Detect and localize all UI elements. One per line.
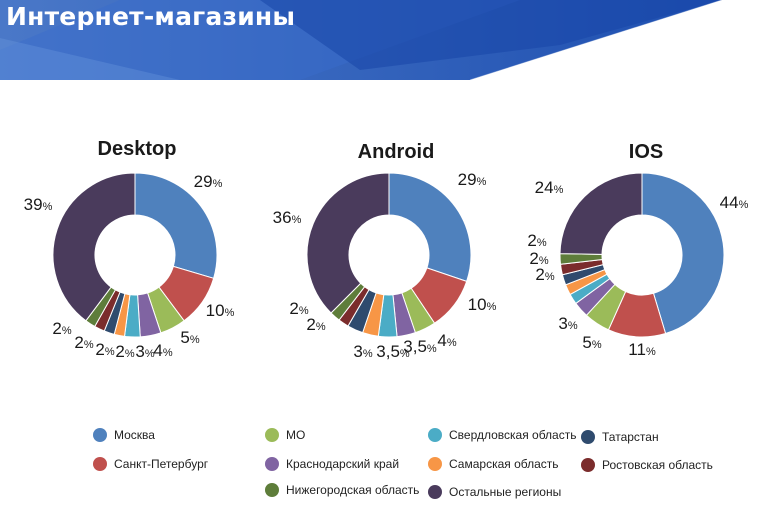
pie-slice: [52, 172, 136, 322]
chart-title-android: Android: [357, 141, 435, 163]
legend-swatch: [265, 483, 279, 497]
slice-data-label: 2%: [527, 231, 546, 250]
legend-label: Самарская область: [449, 457, 559, 471]
legend-label: Нижегородская область: [286, 483, 420, 497]
pie-slice: [306, 172, 390, 314]
slice-data-label: 2%: [306, 315, 325, 334]
slice-data-label: 3,5%: [376, 342, 410, 361]
header-banner: Интернет-магазины: [0, 0, 758, 80]
slice-data-label: 44%: [720, 193, 749, 212]
pie-slice: [134, 172, 218, 279]
legend-item: Татарстан: [581, 430, 659, 444]
legend-swatch: [428, 428, 442, 442]
slice-data-label: 2%: [0, 0, 10, 4]
slice-data-label: 11%: [628, 340, 656, 359]
page-title: Интернет-магазины: [6, 2, 296, 31]
slice-data-label: 4%: [153, 341, 172, 360]
slice-data-label: 2%: [95, 340, 114, 359]
slice-data-label: 2%: [289, 299, 308, 318]
legend-item: Нижегородская область: [265, 483, 419, 497]
slice-data-label: 29%: [458, 170, 487, 189]
donut-charts-svg: 29%10%5%4%3%2%2%2%2%39%29%10%4%3,5%3,5%3…: [0, 0, 749, 361]
pie-slice: [388, 172, 472, 282]
slice-data-label: 2%: [74, 333, 93, 352]
pie-slice: [641, 172, 725, 335]
legend-item: Краснодарский край: [265, 457, 399, 471]
legend-item: Остальные регионы: [428, 485, 561, 499]
legend-item: Санкт-Петербург: [93, 457, 208, 471]
legend-swatch: [265, 428, 279, 442]
slice-data-label: 5%: [180, 328, 199, 347]
slice-data-label: 24%: [535, 178, 564, 197]
legend-label: Ростовская область: [602, 458, 713, 472]
slice-data-label: 3%: [558, 314, 577, 333]
slice-data-label: 2%: [115, 342, 134, 361]
legend-item: Свердловская область: [428, 428, 576, 442]
legend-item: Москва: [93, 428, 155, 442]
legend-swatch: [428, 485, 442, 499]
slice-data-label: 5%: [582, 333, 601, 352]
slice-data-label: 2%: [52, 319, 71, 338]
slice-data-label: 10%: [206, 301, 235, 320]
legend-swatch: [581, 430, 595, 444]
legend-swatch: [581, 458, 595, 472]
slice-data-label: 29%: [194, 172, 223, 191]
banner-background: [0, 0, 723, 80]
slice-data-label: 39%: [24, 195, 53, 214]
legend-label: МО: [286, 428, 306, 442]
chart-title-desktop: Desktop: [97, 138, 177, 160]
legend-item: МО: [265, 428, 305, 442]
slice-data-label: 3%: [135, 342, 154, 361]
legend-item: Ростовская область: [581, 458, 713, 472]
legend-label: Татарстан: [602, 430, 659, 444]
legend-label: Краснодарский край: [286, 457, 400, 471]
legend-label: Свердловская область: [449, 428, 577, 442]
legend-swatch: [93, 457, 107, 471]
legend-swatch: [428, 457, 442, 471]
legend-label: Москва: [114, 428, 155, 442]
pie-slice: [559, 172, 643, 255]
legend-item: Самарская область: [428, 457, 559, 471]
slice-data-label: 3,5%: [403, 337, 437, 356]
slice-data-label: 36%: [273, 208, 302, 227]
legend-label: Остальные регионы: [449, 485, 562, 499]
legend-label: Санкт-Петербург: [114, 457, 209, 471]
legend-swatch: [265, 457, 279, 471]
slice-data-label: 4%: [437, 331, 456, 350]
slice-data-label: 10%: [468, 295, 497, 314]
slice-data-label: 3%: [353, 342, 372, 361]
slice-data-label: 2%: [535, 265, 554, 284]
chart-title-ios: IOS: [628, 141, 664, 163]
charts-area: Desktop Android IOS 29% 10% 5% 4% 3% 2% 2% 2% 2%…: [0, 0, 749, 361]
slice-data-label: 2%: [529, 249, 548, 268]
legend-swatch: [93, 428, 107, 442]
